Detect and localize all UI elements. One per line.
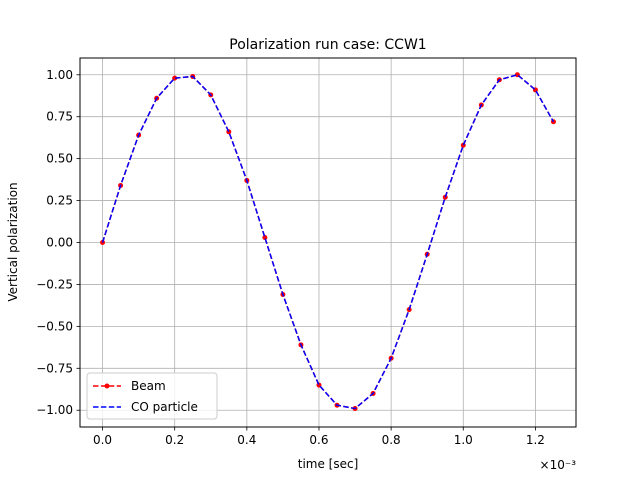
x-tick-label: 0.4 xyxy=(237,433,256,447)
chart-title: Polarization run case: CCW1 xyxy=(229,37,426,53)
x-tick-label: 1.2 xyxy=(526,433,545,447)
data-point-beam xyxy=(100,240,106,245)
data-point-beam xyxy=(172,75,178,81)
y-tick-label: 0.00 xyxy=(46,236,73,250)
x-tick-label: 0.8 xyxy=(382,433,401,447)
series-line-co-particle xyxy=(101,73,555,410)
y-tick-label: 0.75 xyxy=(46,110,73,124)
legend-label-co-particle: CO particle xyxy=(131,400,198,414)
y-tick-label: 1.00 xyxy=(46,68,73,82)
y-tick-label: 0.50 xyxy=(46,152,73,166)
x-axis-offset-text: ×10⁻³ xyxy=(540,458,577,472)
x-tick-label: 0.6 xyxy=(309,433,328,447)
data-point-beam xyxy=(262,234,268,240)
legend-marker-beam xyxy=(104,383,110,389)
x-axis-ticks: 0.0 0.2 0.4 0.6 0.8 1.0 1.2 xyxy=(93,427,545,447)
y-axis-label: Vertical polarization xyxy=(6,182,20,301)
data-point-beam xyxy=(226,129,232,135)
x-axis-label: time [sec] xyxy=(298,457,359,471)
y-tick-label: −0.75 xyxy=(36,361,73,375)
series-layer xyxy=(100,72,556,412)
legend: Beam CO particle xyxy=(86,372,218,420)
x-tick-label: 0.2 xyxy=(165,433,184,447)
y-tick-label: −1.00 xyxy=(36,403,73,417)
y-tick-label: −0.25 xyxy=(36,277,73,291)
y-axis-ticks: −1.00 −0.75 −0.50 −0.25 0.00 0.25 0.50 0.75 1.00 xyxy=(36,68,80,417)
x-tick-label: 1.0 xyxy=(454,433,473,447)
y-tick-label: −0.50 xyxy=(36,319,73,333)
legend-label-beam: Beam xyxy=(131,379,166,393)
y-tick-label: 0.25 xyxy=(46,194,73,208)
x-tick-label: 0.0 xyxy=(93,433,112,447)
